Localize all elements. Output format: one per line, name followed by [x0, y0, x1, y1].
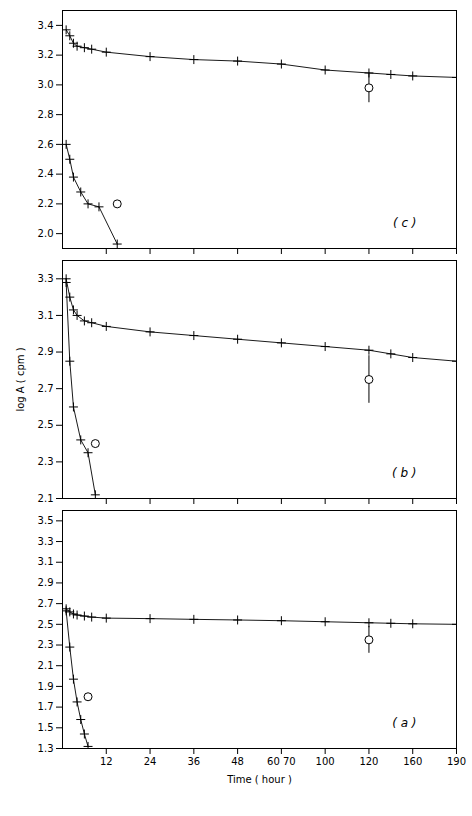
svg-text:2.7: 2.7 [38, 383, 54, 394]
svg-text:60 70: 60 70 [267, 756, 296, 767]
svg-text:2.1: 2.1 [38, 660, 54, 671]
svg-text:3.3: 3.3 [38, 273, 54, 284]
svg-text:2.5: 2.5 [38, 419, 54, 430]
svg-text:2.3: 2.3 [38, 639, 54, 650]
svg-text:2.3: 2.3 [38, 456, 54, 467]
svg-text:2.8: 2.8 [38, 109, 54, 120]
svg-text:100: 100 [316, 756, 335, 767]
svg-text:120: 120 [359, 756, 378, 767]
svg-text:2.4: 2.4 [38, 168, 54, 179]
svg-text:190: 190 [447, 756, 466, 767]
svg-text:log A ( cpm ): log A ( cpm ) [15, 347, 26, 411]
svg-text:1.5: 1.5 [38, 722, 54, 733]
svg-text:3.2: 3.2 [38, 49, 54, 60]
svg-text:2.9: 2.9 [38, 346, 54, 357]
svg-text:( a ): ( a ) [392, 716, 416, 730]
svg-text:12: 12 [100, 756, 113, 767]
svg-text:1.7: 1.7 [38, 701, 54, 712]
svg-text:2.2: 2.2 [38, 198, 54, 209]
svg-text:1.9: 1.9 [38, 681, 54, 692]
svg-text:3.1: 3.1 [38, 556, 54, 567]
svg-text:3.1: 3.1 [38, 310, 54, 321]
svg-text:160: 160 [403, 756, 422, 767]
svg-text:2.9: 2.9 [38, 577, 54, 588]
svg-text:( b ): ( b ) [392, 466, 417, 480]
svg-text:1.3: 1.3 [38, 743, 54, 754]
svg-text:24: 24 [144, 756, 157, 767]
svg-text:Time ( hour ): Time ( hour ) [226, 774, 292, 785]
svg-text:2.1: 2.1 [38, 493, 54, 504]
svg-text:36: 36 [187, 756, 200, 767]
svg-text:2.7: 2.7 [38, 598, 54, 609]
svg-text:( c ): ( c ) [393, 216, 417, 230]
svg-text:3.5: 3.5 [38, 515, 54, 526]
svg-text:2.6: 2.6 [38, 139, 54, 150]
svg-text:48: 48 [231, 756, 244, 767]
svg-text:3.0: 3.0 [38, 79, 54, 90]
svg-text:2.5: 2.5 [38, 619, 54, 630]
svg-text:2.0: 2.0 [38, 228, 54, 239]
svg-text:3.3: 3.3 [38, 536, 54, 547]
svg-text:3.4: 3.4 [38, 20, 54, 31]
